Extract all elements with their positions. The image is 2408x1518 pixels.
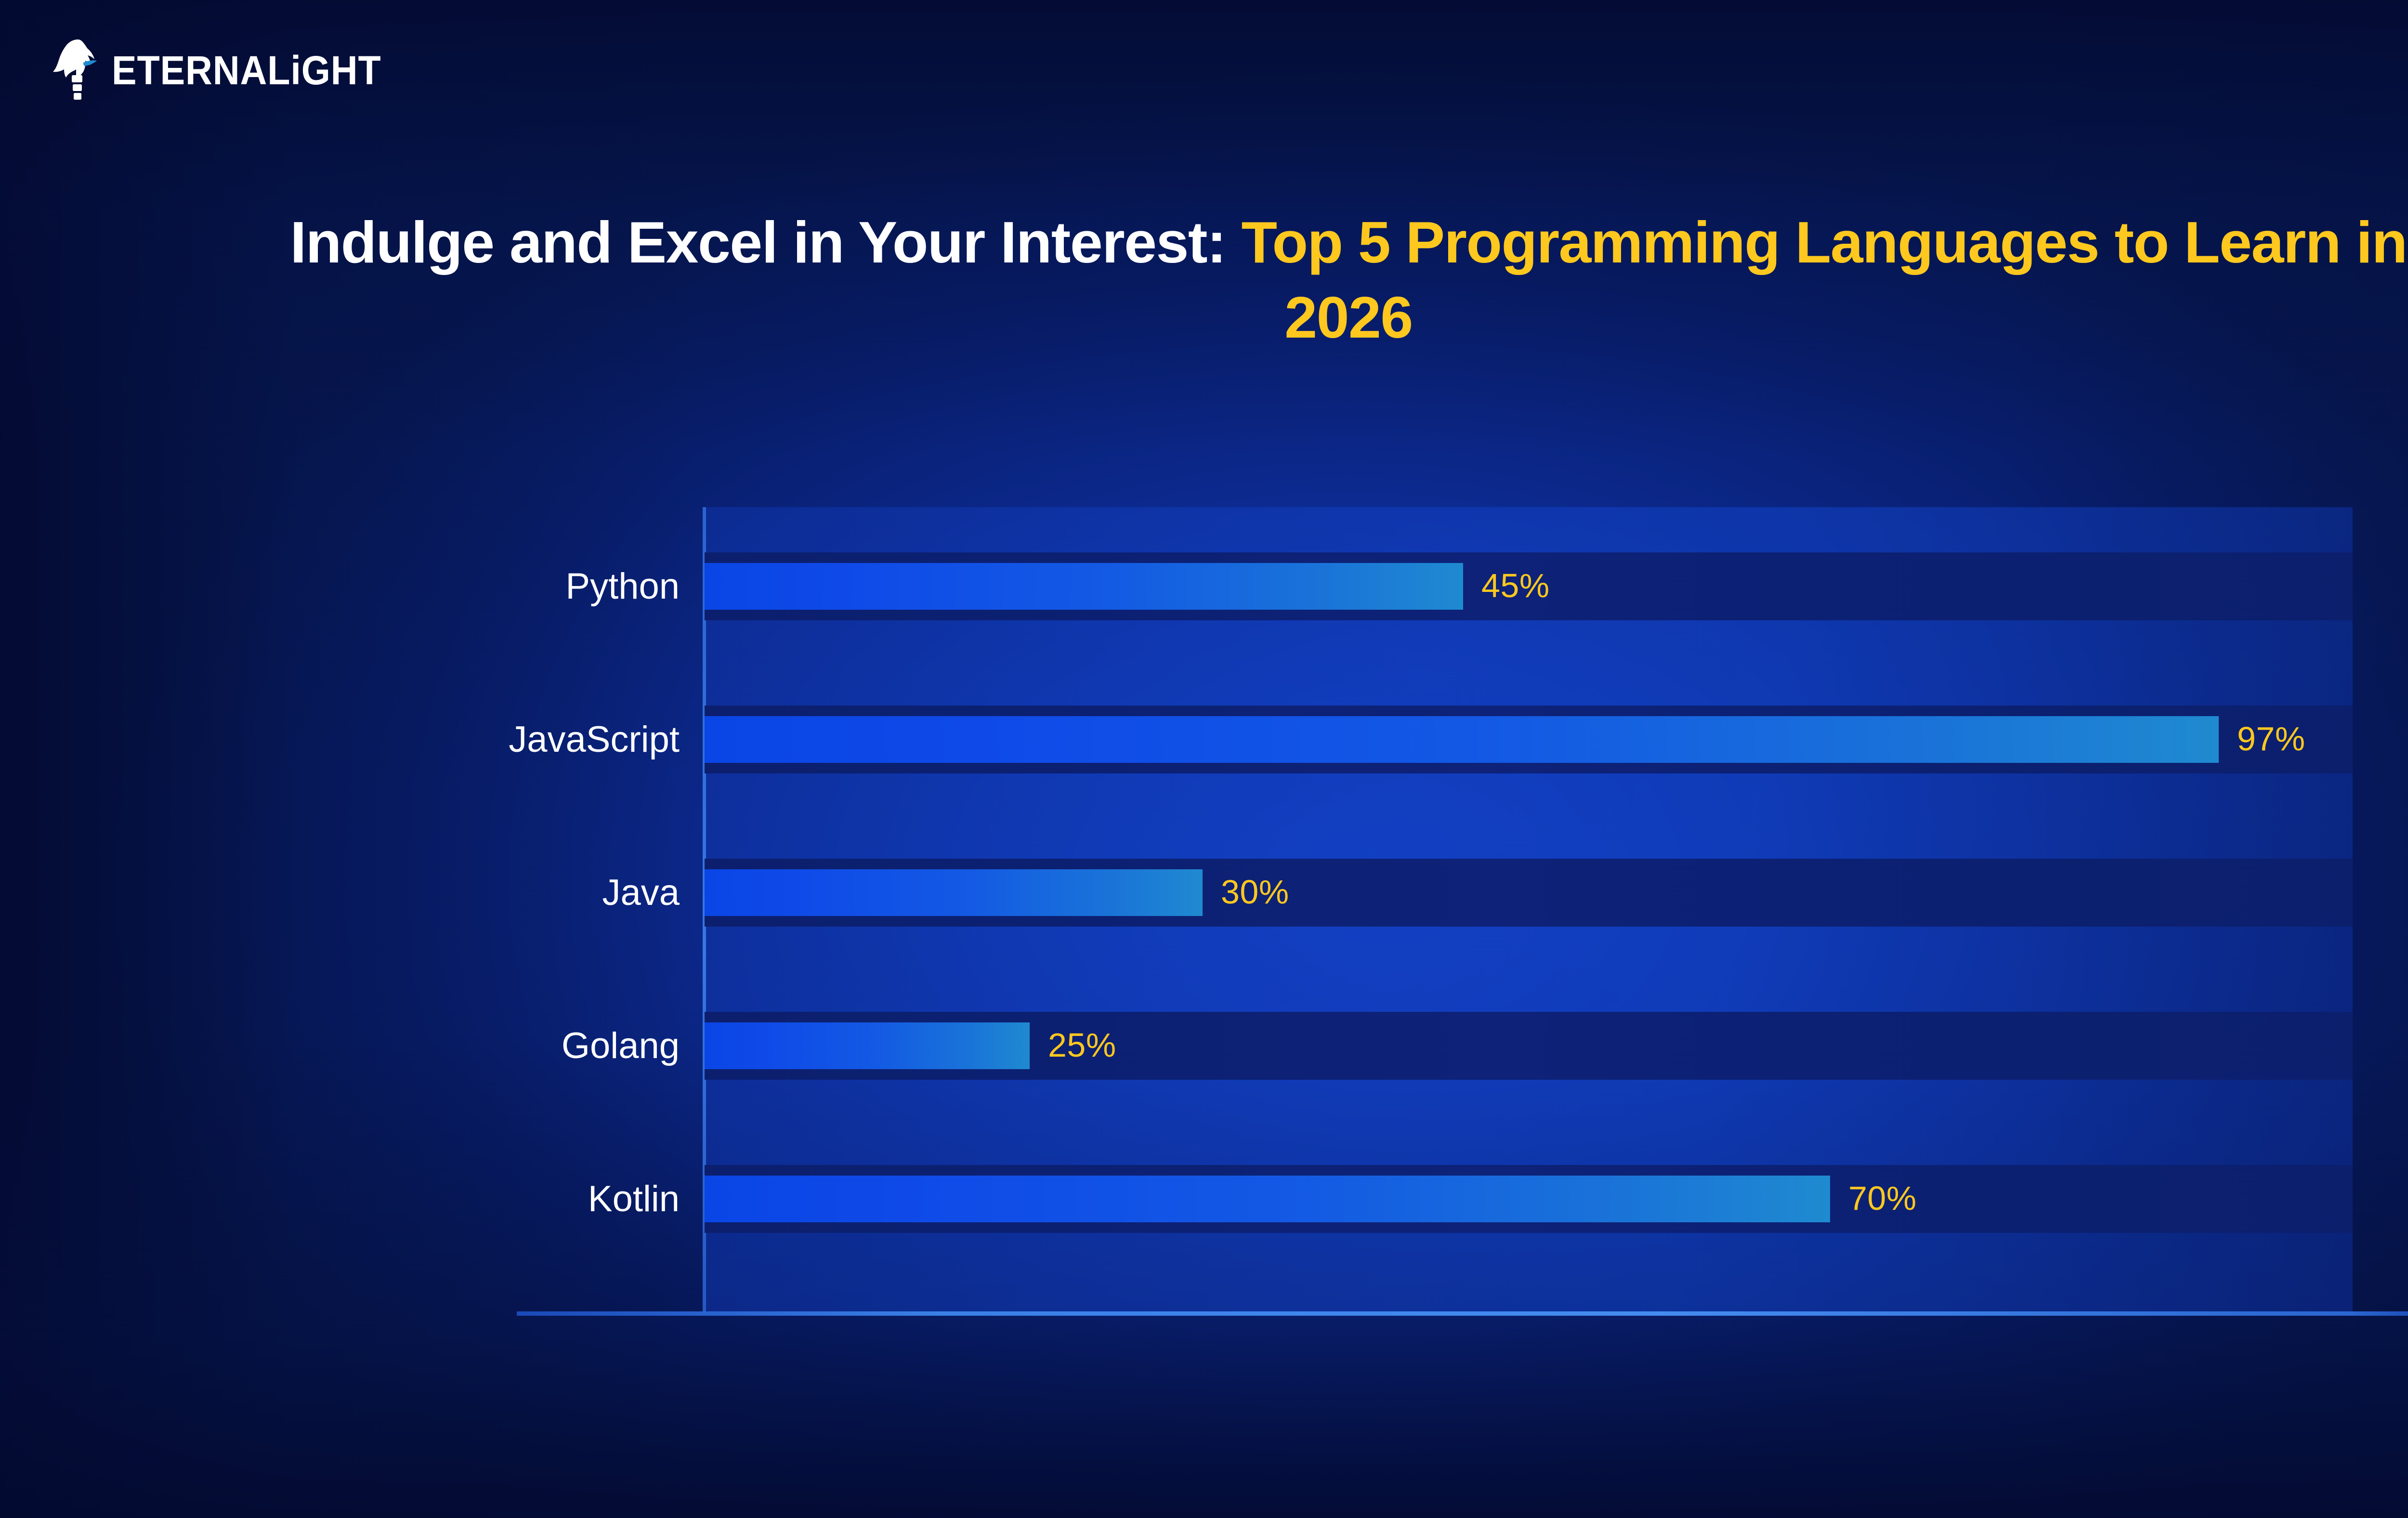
bar-chart: 45% Python 97% JavaScript 30% Java 25% Golang 70…	[509, 507, 2408, 1316]
brand-logo: ETERNALiGHT	[48, 38, 405, 103]
bar-row: 70% Kotlin	[588, 1165, 2353, 1233]
bar-row: 45% Python	[565, 552, 2353, 620]
bar-row: 25% Golang	[562, 1012, 2353, 1080]
category-label-javascript: JavaScript	[509, 719, 680, 760]
page-title: Indulge and Excel in Your Interest: Top …	[0, 205, 2408, 355]
torch-lightbulb-icon	[48, 38, 105, 103]
bar-value-label: 97%	[2237, 720, 2305, 758]
y-axis-line	[703, 507, 706, 1312]
bar-row: 97% JavaScript	[509, 706, 2353, 773]
bar-value-label: 30%	[1221, 873, 1289, 911]
category-label-python: Python	[565, 566, 680, 607]
bar-fill	[705, 869, 1203, 916]
bar-fill	[705, 1176, 1830, 1222]
bar-value-label: 45%	[1481, 566, 1550, 604]
category-label-java: Java	[602, 872, 680, 913]
category-label-golang: Golang	[561, 1025, 680, 1066]
brand-wordmark: ETERNALiGHT	[112, 48, 381, 93]
x-axis-line	[517, 1311, 2408, 1316]
bar-row: 30% Java	[602, 859, 2353, 927]
bar-fill	[705, 1022, 1030, 1069]
bar-fill	[705, 563, 1463, 610]
bar-value-label: 25%	[1048, 1026, 1116, 1064]
bar-fill	[705, 716, 2219, 763]
title-highlight: Top 5 Programming Languages to Learn in …	[1241, 209, 2408, 351]
category-label-kotlin: Kotlin	[588, 1178, 680, 1219]
bar-value-label: 70%	[1848, 1179, 1917, 1217]
title-lead: Indulge and Excel in Your Interest:	[290, 209, 1242, 275]
